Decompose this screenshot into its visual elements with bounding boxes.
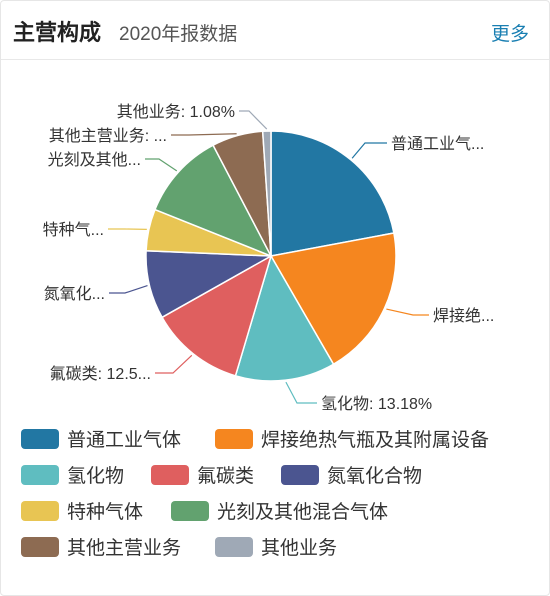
label-leader-line xyxy=(145,158,178,172)
slice-label: 氢化物: 13.18% xyxy=(321,395,432,413)
label-leader-line xyxy=(239,110,268,130)
legend-label: 特种气体 xyxy=(67,502,144,523)
legend-label: 焊接绝热气瓶及其附属设备 xyxy=(261,430,490,451)
slice-label: 焊接绝... xyxy=(433,307,494,325)
legend-label: 氢化物 xyxy=(67,466,125,487)
legend-label: 氮氧化合物 xyxy=(327,466,423,487)
legend-item[interactable]: 其他业务 xyxy=(215,533,337,560)
pie-slice[interactable] xyxy=(234,254,335,382)
slice-label: 光刻及其他... xyxy=(48,151,141,169)
legend-swatch xyxy=(21,536,59,557)
pie-slice[interactable] xyxy=(261,130,272,257)
card-subtitle: 2020年报数据 xyxy=(119,24,238,45)
label-leader-line xyxy=(386,308,429,316)
legend-label: 其他业务 xyxy=(261,538,338,559)
slice-label: 特种气... xyxy=(43,221,104,239)
card-title: 主营构成 xyxy=(13,20,102,45)
legend-label: 其他主营业务 xyxy=(67,538,182,559)
slice-label: 氟碳类: 12.5... xyxy=(50,365,151,383)
legend-label: 氟碳类 xyxy=(197,466,255,487)
slice-label: 其他主营业务: ... xyxy=(49,127,167,145)
legend-swatch xyxy=(21,500,59,521)
label-leader-line xyxy=(351,142,387,159)
pie-slice[interactable] xyxy=(270,130,395,257)
pie-slice[interactable] xyxy=(269,232,397,366)
card-header: 主营构成 2020年报数据 更多 xyxy=(1,1,549,60)
legend-item[interactable]: 氢化物 xyxy=(21,461,124,488)
legend-item[interactable]: 其他主营业务 xyxy=(21,533,181,560)
slice-label: 普通工业气... xyxy=(391,135,484,153)
legend-item[interactable]: 普通工业气体 xyxy=(21,425,181,452)
legend-item[interactable]: 焊接绝热气瓶及其附属设备 xyxy=(215,425,489,452)
legend-swatch xyxy=(21,464,59,485)
legend-swatch xyxy=(171,500,209,521)
label-leader-line xyxy=(171,133,237,136)
more-link[interactable]: 更多 xyxy=(490,24,529,45)
label-leader-line xyxy=(155,354,193,374)
slice-label: 其他业务: 1.08% xyxy=(117,103,235,121)
pie-slice[interactable] xyxy=(153,144,273,258)
legend-swatch xyxy=(215,428,253,449)
legend-item[interactable]: 特种气体 xyxy=(21,497,143,524)
pie-chart: 普通工业气... 焊接绝... 氢化物: 13.18% 氟碳类: 12.5... 氮氧化… xyxy=(43,103,495,413)
legend-swatch xyxy=(21,428,59,449)
label-leader-line xyxy=(109,285,148,294)
legend-swatch xyxy=(281,464,319,485)
label-leader-line xyxy=(285,381,317,404)
legend-item[interactable]: 氮氧化合物 xyxy=(281,461,422,488)
legend-swatch xyxy=(215,536,253,557)
legend-label: 光刻及其他混合气体 xyxy=(217,502,389,523)
slice-label: 氮氧化... xyxy=(44,285,105,303)
legend-item[interactable]: 光刻及其他混合气体 xyxy=(171,497,388,524)
pie-slice[interactable] xyxy=(161,254,273,377)
legend-item[interactable]: 氟碳类 xyxy=(151,461,254,488)
legend-label: 普通工业气体 xyxy=(67,430,182,451)
legend-swatch xyxy=(151,464,189,485)
